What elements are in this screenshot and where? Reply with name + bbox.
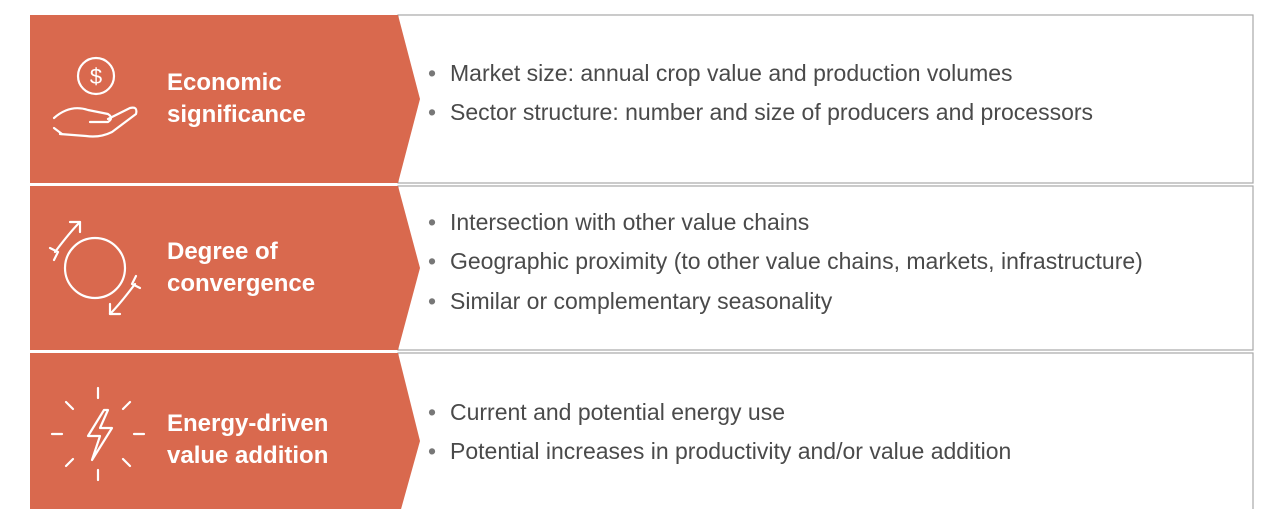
bullet-dot: • bbox=[428, 438, 437, 464]
row-title: Economic bbox=[167, 69, 282, 96]
bullet-dot: • bbox=[428, 248, 437, 275]
chevron bbox=[30, 186, 420, 350]
bullet-item: • Similar or complementary seasonality bbox=[428, 288, 832, 315]
bullet-dot: • bbox=[428, 287, 437, 314]
row-title: value addition bbox=[167, 442, 329, 469]
bullet-dot: • bbox=[428, 398, 437, 425]
bullet-text: Current and potential energy use bbox=[450, 398, 785, 425]
bullet-dot: • bbox=[428, 99, 437, 125]
bullet-text: Geographic proximity (to other value cha… bbox=[450, 248, 1143, 275]
bullet-text: Sector structure: number and size of pro… bbox=[450, 99, 1094, 125]
bullet-dot: • bbox=[428, 208, 437, 235]
bullet-item: • Market size: annual crop value and prod… bbox=[428, 60, 1013, 87]
row-title: Degree of bbox=[167, 238, 278, 265]
content-box bbox=[397, 352, 1254, 509]
row-title: convergence bbox=[167, 270, 316, 297]
bullet-text: Similar or complementary seasonality bbox=[450, 287, 833, 314]
bullet-text: Intersection with other value chains bbox=[450, 208, 810, 235]
icon-convergence bbox=[48, 220, 142, 316]
content-box bbox=[397, 185, 1254, 351]
content-box bbox=[397, 14, 1254, 184]
bullet-dot: • bbox=[428, 59, 437, 86]
bullet-item: • Geographic proximity (to other value ch… bbox=[428, 248, 1143, 275]
row-title: significance bbox=[167, 101, 306, 128]
svg-text:$: $ bbox=[90, 64, 102, 89]
bullet-item: • Current and potential energy use bbox=[428, 399, 785, 426]
bullet-text: Market size: annual crop value and produ… bbox=[450, 59, 1013, 86]
bullet-item: • Sector structure: number and size of pr… bbox=[428, 99, 1093, 126]
chevron bbox=[30, 353, 420, 509]
chevron bbox=[30, 15, 420, 183]
icon-hand-coin: $ bbox=[52, 56, 138, 138]
bullet-item: • Intersection with other value chains bbox=[428, 209, 809, 236]
row-title: Energy-driven bbox=[167, 410, 329, 437]
bullet-text: Potential increases in productivity and/… bbox=[450, 438, 1012, 464]
icon-energy bbox=[50, 386, 146, 482]
bullet-item: • Potential increases in productivity and… bbox=[428, 438, 1011, 465]
